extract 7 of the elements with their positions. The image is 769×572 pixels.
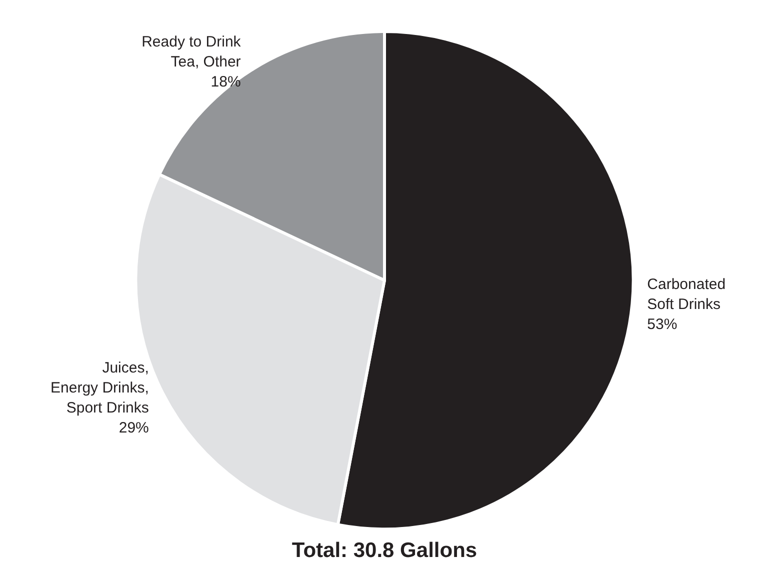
text: Total: 30.8 Gallons bbox=[292, 539, 478, 562]
slice-label: Juices, Energy Drinks, Sport Drinks bbox=[50, 359, 149, 416]
slice-label: Ready to Drink Tea, Other bbox=[142, 33, 242, 70]
slice-label: Carbonated Soft Drinks bbox=[647, 276, 726, 314]
data-label: 53% bbox=[647, 316, 678, 334]
data-label: 18% bbox=[210, 73, 241, 90]
data-label: 29% bbox=[118, 419, 149, 436]
